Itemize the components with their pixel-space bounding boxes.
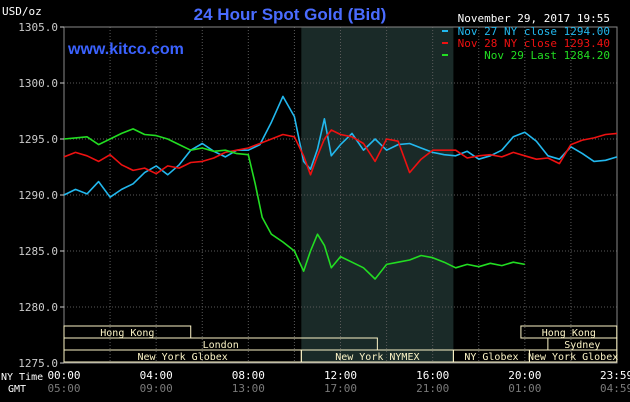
ny-time-label: NY Time [1,372,43,383]
y-tick-label: 1275.0 [18,357,58,370]
site-url[interactable]: www.kitco.com [67,41,184,58]
chart-series [63,95,618,280]
session-label: NY Globex [464,352,518,363]
session-label: New York NYMEX [335,352,419,363]
gmt-tick-label: 21:00 [416,382,449,395]
y-tick-label: 1285.0 [18,245,58,258]
gmt-tick-label: 13:00 [232,382,265,395]
series-line-0 [63,95,618,198]
legend-label: Nov 27 NY close 1294.00 [458,25,610,38]
legend-label: Nov 28 NY close 1293.40 [458,37,610,50]
chart-grid [63,26,618,364]
session-bar [528,349,618,363]
nymex-session-shade [301,27,454,363]
session-label: Hong Kong [542,328,596,339]
x-tick-label: 20:00 [508,369,541,382]
x-tick-label: 00:00 [47,369,80,382]
x-tick-label: 23:59 [600,369,630,382]
gmt-tick-label: 09:00 [140,382,173,395]
gmt-tick-label: 17:00 [324,382,357,395]
session-label: New York Globex [528,352,618,363]
gmt-tick-label: 05:00 [47,382,80,395]
y-tick-label: 1280.0 [18,301,58,314]
x-tick-label: 12:00 [324,369,357,382]
x-tick-label: 08:00 [232,369,265,382]
y-tick-label: 1300.0 [18,77,58,90]
session-label: Hong Kong [100,328,154,339]
gmt-tick-label: 04:59 [600,382,630,395]
y-tick-label: 1295.0 [18,133,58,146]
chart-date: November 29, 2017 19:55 [458,12,610,25]
series-line-1 [63,129,618,176]
gmt-label: GMT [8,384,26,395]
series-line-2 [63,128,525,280]
x-tick-label: 16:00 [416,369,449,382]
chart-title: 24 Hour Spot Gold (Bid) [194,5,387,24]
session-label: New York Globex [138,352,228,363]
gmt-tick-label: 01:00 [508,382,541,395]
y-axis-ticks: 1275.0 1280.0 1285.0 1290.0 1295.0 1300.0 1305… [18,21,64,370]
legend-label: Nov 29 Last 1284.20 [484,49,610,62]
y-tick-label: 1305.0 [18,21,58,34]
y-unit-label: USD/oz [2,5,42,18]
x-tick-label: 04:00 [140,369,173,382]
y-tick-label: 1290.0 [18,189,58,202]
session-label: London [203,340,239,351]
session-label: Sydney [564,340,600,351]
